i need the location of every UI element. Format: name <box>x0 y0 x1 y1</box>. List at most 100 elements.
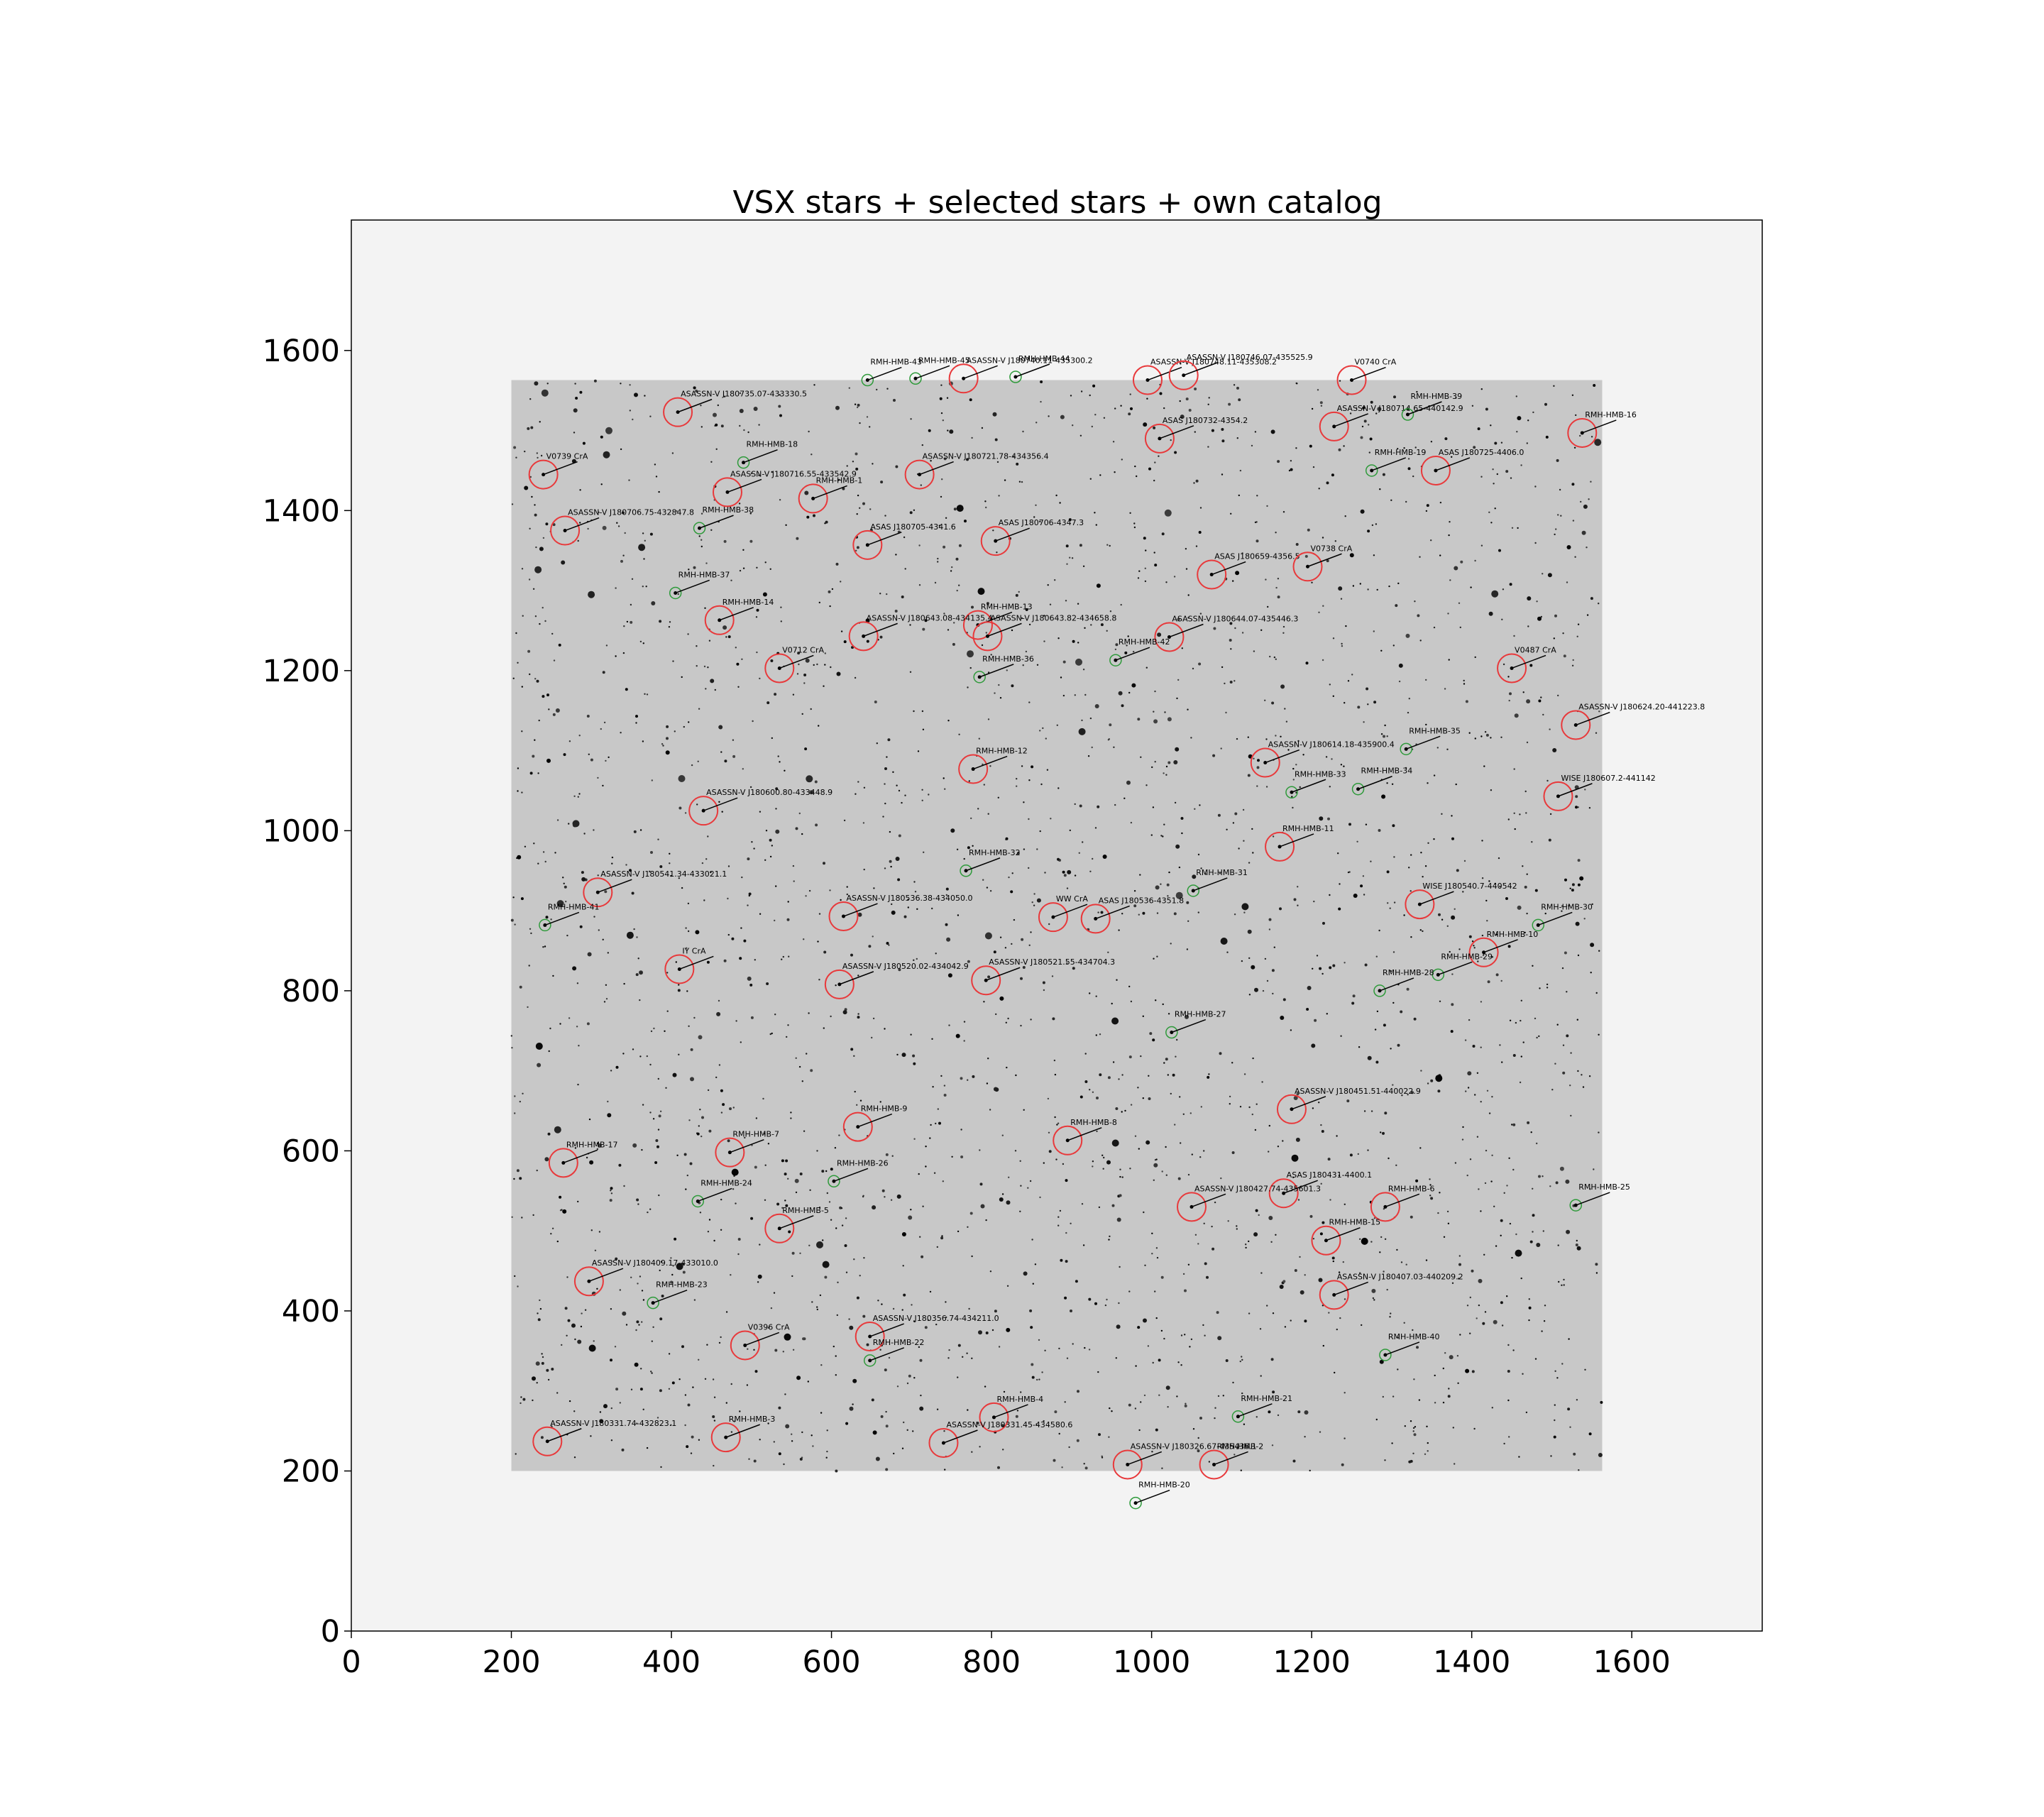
field-star <box>517 855 522 860</box>
field-star <box>1393 901 1396 904</box>
field-star <box>1161 532 1165 536</box>
field-star <box>1360 509 1365 514</box>
label-pointer <box>1283 1180 1318 1194</box>
field-star <box>729 1107 732 1111</box>
field-star <box>731 1168 739 1176</box>
field-star <box>649 415 652 417</box>
field-star <box>1095 524 1098 526</box>
field-star <box>1362 875 1365 877</box>
field-star <box>1272 1312 1275 1314</box>
field-star <box>1302 754 1304 756</box>
field-star <box>1039 830 1041 833</box>
field-star <box>1075 658 1082 666</box>
field-star <box>1528 1298 1530 1300</box>
field-star <box>1056 1124 1058 1126</box>
field-star <box>658 1194 660 1197</box>
field-star <box>951 566 953 569</box>
field-star <box>698 1439 700 1441</box>
field-star <box>1020 1185 1022 1187</box>
field-star <box>962 1356 964 1358</box>
label-pointer <box>1385 1341 1420 1356</box>
field-star <box>676 510 678 512</box>
star-dot <box>865 543 869 547</box>
field-star <box>866 416 869 418</box>
field-star <box>644 395 646 397</box>
field-star <box>1233 913 1236 916</box>
vsx-star-marker <box>1112 1449 1143 1480</box>
field-star <box>725 1402 727 1404</box>
field-star <box>784 769 786 772</box>
field-star <box>1033 516 1035 518</box>
label-pointer <box>1169 623 1204 638</box>
field-star <box>1236 1225 1238 1227</box>
field-star <box>635 722 637 724</box>
field-star <box>610 1407 612 1410</box>
field-star <box>1211 429 1214 432</box>
field-star <box>685 1188 687 1190</box>
field-star <box>1465 700 1468 703</box>
field-star <box>824 664 826 666</box>
field-star <box>607 952 609 954</box>
field-star <box>1553 1435 1556 1439</box>
field-star <box>1522 1373 1524 1375</box>
field-star <box>863 786 866 789</box>
field-star <box>1103 1156 1105 1159</box>
field-star <box>527 427 530 430</box>
field-star <box>1049 603 1052 605</box>
field-star <box>672 660 674 662</box>
field-star <box>529 772 533 775</box>
field-star <box>1119 1175 1121 1178</box>
own-catalog-marker <box>1400 742 1412 756</box>
field-star <box>537 1063 542 1067</box>
field-star <box>985 632 988 634</box>
field-star <box>511 503 514 505</box>
field-star <box>855 452 858 456</box>
field-star <box>1288 469 1291 472</box>
field-star <box>992 529 994 532</box>
field-star <box>691 764 693 767</box>
field-star <box>1485 1149 1488 1152</box>
field-star <box>1477 427 1480 431</box>
vsx-star-marker <box>663 397 693 427</box>
field-star <box>1491 1154 1493 1157</box>
field-star <box>1129 512 1131 514</box>
field-star <box>982 763 984 766</box>
label-pointer <box>987 622 1022 637</box>
field-star <box>641 1148 643 1151</box>
field-star <box>586 1156 588 1159</box>
field-star <box>547 1378 550 1381</box>
field-star <box>700 405 702 407</box>
field-star <box>1538 1035 1540 1038</box>
field-star <box>615 1257 618 1261</box>
field-star <box>859 1275 861 1277</box>
field-star <box>904 568 906 570</box>
star-dot <box>1126 1462 1130 1466</box>
field-star <box>1140 1055 1142 1058</box>
field-star <box>657 1077 659 1080</box>
field-star <box>587 527 589 530</box>
field-star <box>1384 1238 1387 1241</box>
field-star <box>919 1358 923 1362</box>
field-star <box>1416 390 1418 393</box>
field-star <box>963 1040 965 1042</box>
field-star <box>1089 870 1092 873</box>
field-star <box>1015 593 1018 597</box>
field-star <box>966 1352 968 1354</box>
field-star <box>674 1237 677 1241</box>
field-star <box>1084 1346 1086 1349</box>
field-star <box>1032 1283 1035 1285</box>
field-star <box>1242 808 1245 811</box>
field-star <box>1571 889 1574 892</box>
field-star <box>1388 585 1390 588</box>
field-star <box>919 1236 921 1238</box>
star-dot <box>725 490 730 494</box>
field-star <box>718 801 720 803</box>
field-star <box>856 546 859 549</box>
star-dot <box>1212 1462 1216 1466</box>
field-star <box>826 1192 829 1195</box>
field-star <box>1565 1179 1570 1184</box>
field-star <box>620 448 622 451</box>
field-star <box>722 625 727 630</box>
field-star <box>1386 735 1388 737</box>
field-star <box>1068 1446 1070 1449</box>
